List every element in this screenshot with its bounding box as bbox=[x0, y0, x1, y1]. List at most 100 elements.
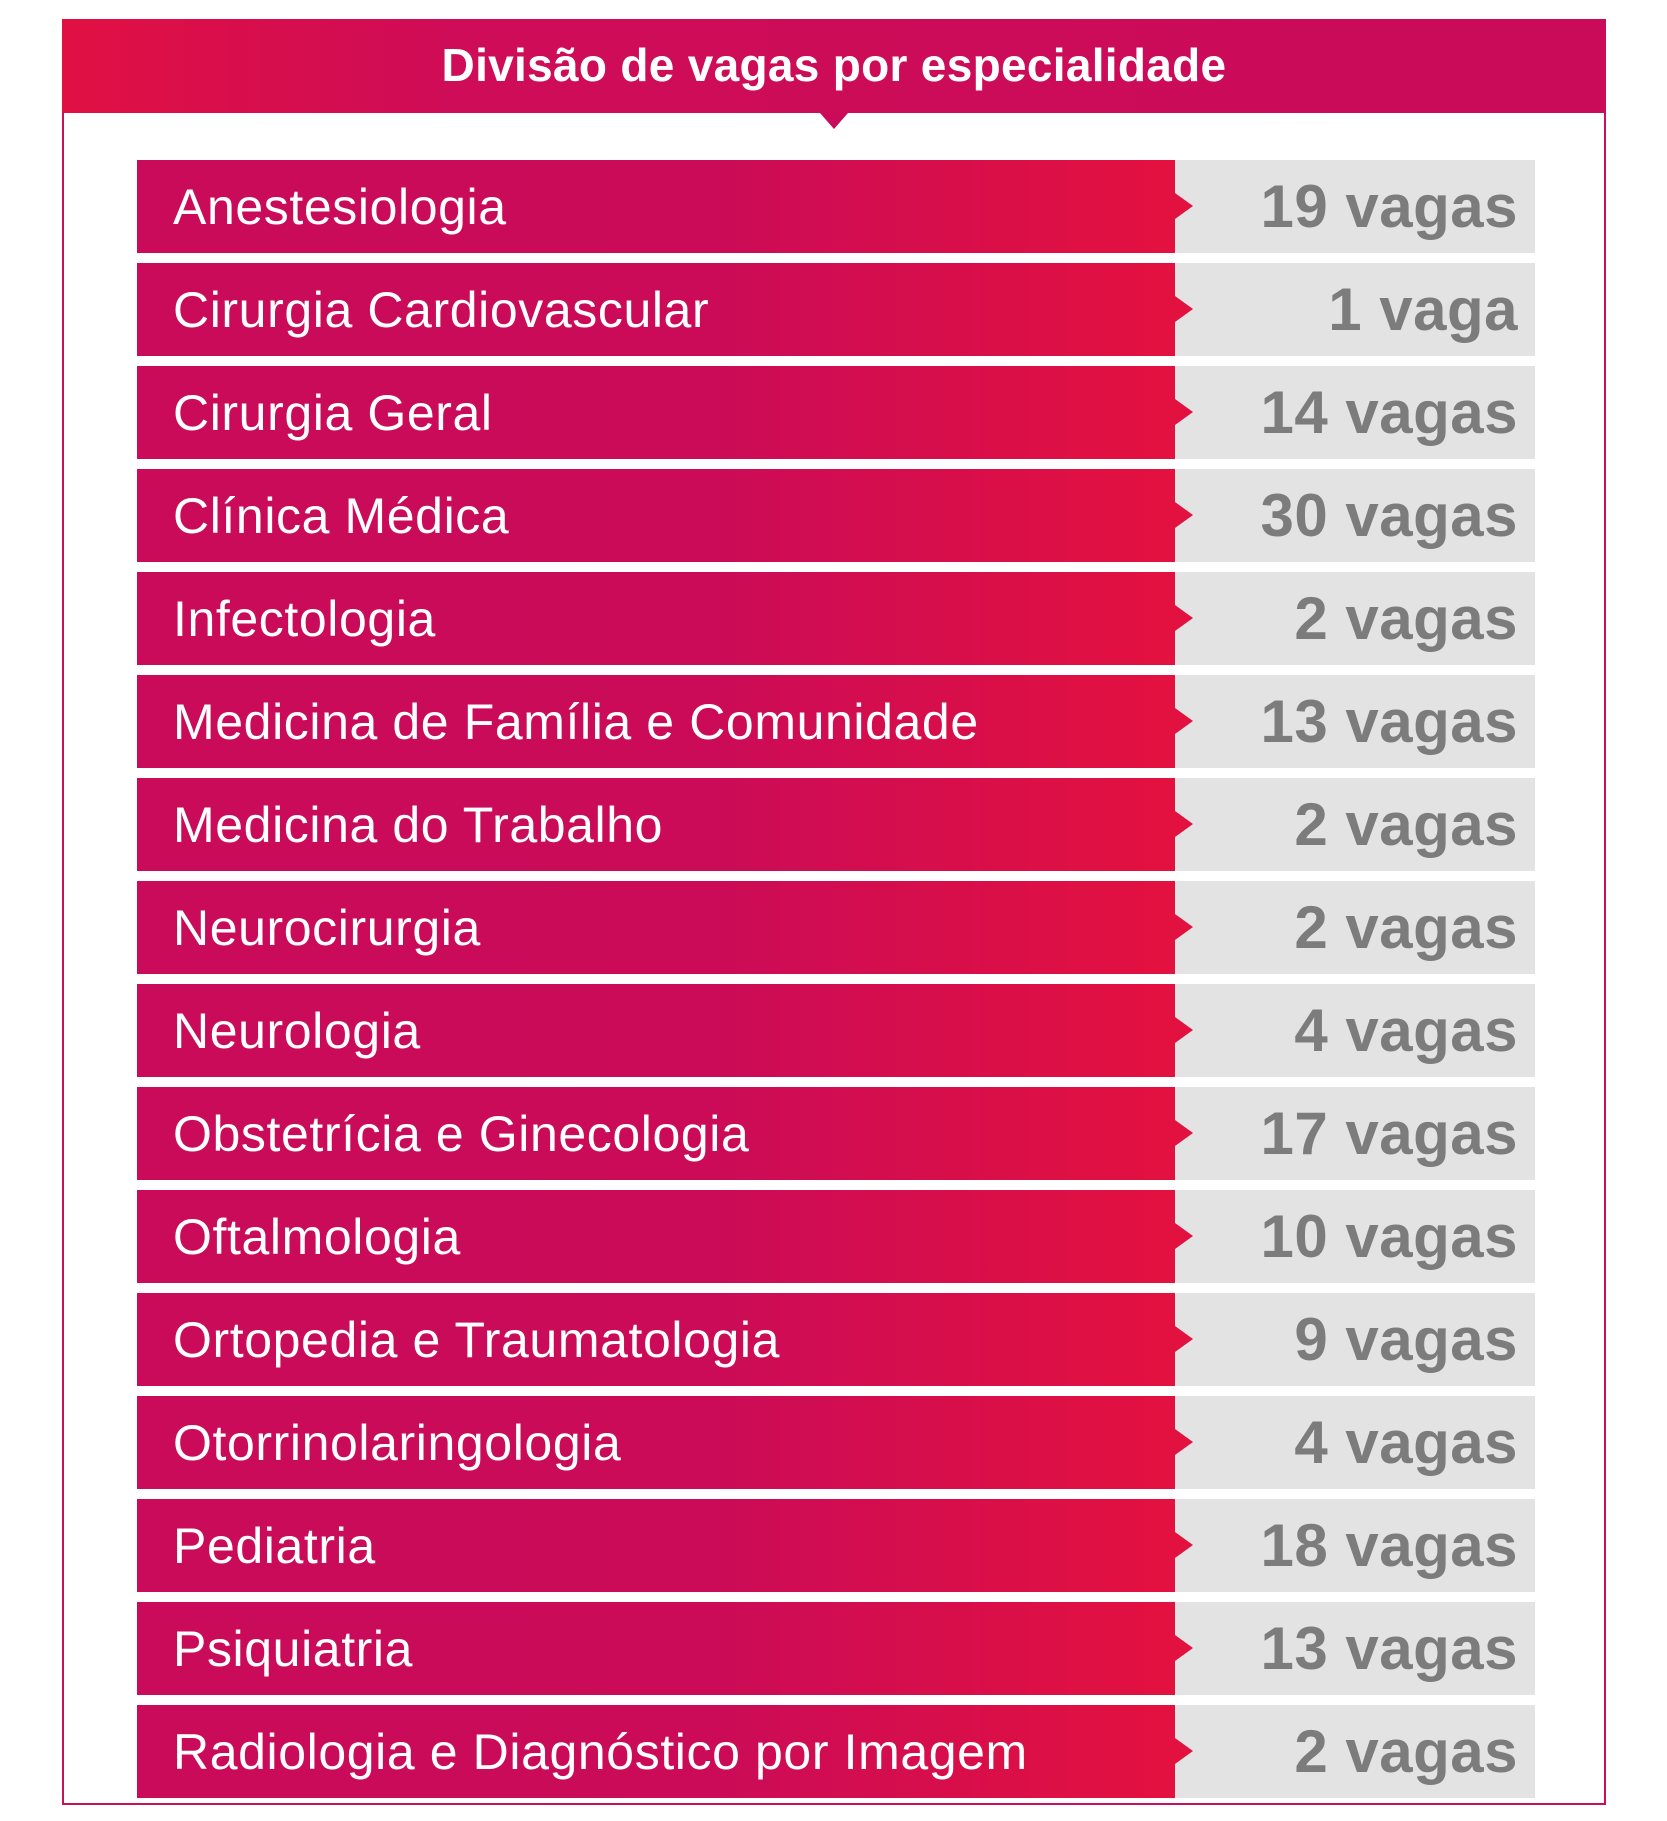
table-row: Medicina do Trabalho 2 vagas bbox=[137, 778, 1535, 871]
vacancy-count: 18 vagas bbox=[1260, 1512, 1518, 1579]
arrow-right-icon bbox=[1175, 914, 1193, 940]
vacancy-cell: 10 vagas bbox=[1175, 1190, 1535, 1283]
specialty-cell: Medicina de Família e Comunidade bbox=[137, 675, 1175, 768]
arrow-right-icon bbox=[1175, 399, 1193, 425]
arrow-right-icon bbox=[1175, 1532, 1193, 1558]
arrow-right-icon bbox=[1175, 1738, 1193, 1764]
table-row: Cirurgia Cardiovascular 1 vaga bbox=[137, 263, 1535, 356]
specialty-label: Medicina de Família e Comunidade bbox=[173, 693, 979, 750]
specialty-cell: Pediatria bbox=[137, 1499, 1175, 1592]
table-row: Cirurgia Geral 14 vagas bbox=[137, 366, 1535, 459]
specialty-label: Clínica Médica bbox=[173, 487, 510, 544]
specialty-cell: Cirurgia Cardiovascular bbox=[137, 263, 1175, 356]
vacancy-count: 13 vagas bbox=[1260, 1615, 1518, 1682]
arrow-right-icon bbox=[1175, 1223, 1193, 1249]
vacancy-cell: 17 vagas bbox=[1175, 1087, 1535, 1180]
specialty-cell: Clínica Médica bbox=[137, 469, 1175, 562]
page-title: Divisão de vagas por especialidade bbox=[441, 39, 1227, 91]
specialty-cell: Obstetrícia e Ginecologia bbox=[137, 1087, 1175, 1180]
vacancy-cell: 4 vagas bbox=[1175, 1396, 1535, 1489]
specialty-label: Oftalmologia bbox=[173, 1208, 461, 1265]
vacancy-cell: 2 vagas bbox=[1175, 881, 1535, 974]
specialty-label: Anestesiologia bbox=[173, 178, 507, 235]
vacancy-cell: 2 vagas bbox=[1175, 778, 1535, 871]
table-row: Clínica Médica 30 vagas bbox=[137, 469, 1535, 562]
arrow-right-icon bbox=[1175, 296, 1193, 322]
vacancy-count: 4 vagas bbox=[1294, 997, 1518, 1064]
table-header: Divisão de vagas por especialidade bbox=[62, 19, 1606, 113]
arrow-right-icon bbox=[1175, 605, 1193, 631]
vacancy-count: 14 vagas bbox=[1260, 379, 1518, 446]
specialty-label: Otorrinolaringologia bbox=[173, 1414, 622, 1471]
arrow-right-icon bbox=[1175, 1429, 1193, 1455]
specialty-cell: Oftalmologia bbox=[137, 1190, 1175, 1283]
vacancy-count: 19 vagas bbox=[1260, 173, 1518, 240]
specialty-list: Anestesiologia 19 vagas Cirurgia Cardiov… bbox=[137, 160, 1535, 1808]
table-row: Neurocirurgia 2 vagas bbox=[137, 881, 1535, 974]
table-row: Neurologia 4 vagas bbox=[137, 984, 1535, 1077]
header-pointer-icon bbox=[820, 113, 848, 129]
vacancy-cell: 14 vagas bbox=[1175, 366, 1535, 459]
specialty-label: Pediatria bbox=[173, 1517, 376, 1574]
vacancy-cell: 19 vagas bbox=[1175, 160, 1535, 253]
table-row: Pediatria 18 vagas bbox=[137, 1499, 1535, 1592]
table-row: Anestesiologia 19 vagas bbox=[137, 160, 1535, 253]
arrow-right-icon bbox=[1175, 1635, 1193, 1661]
specialty-label: Neurologia bbox=[173, 1002, 421, 1059]
arrow-right-icon bbox=[1175, 193, 1193, 219]
arrow-right-icon bbox=[1175, 1017, 1193, 1043]
table-row: Oftalmologia 10 vagas bbox=[137, 1190, 1535, 1283]
arrow-right-icon bbox=[1175, 811, 1193, 837]
vacancy-cell: 18 vagas bbox=[1175, 1499, 1535, 1592]
specialty-cell: Infectologia bbox=[137, 572, 1175, 665]
vacancy-count: 4 vagas bbox=[1294, 1409, 1518, 1476]
specialty-cell: Neurocirurgia bbox=[137, 881, 1175, 974]
vacancy-cell: 13 vagas bbox=[1175, 675, 1535, 768]
vacancy-cell: 1 vaga bbox=[1175, 263, 1535, 356]
specialty-label: Obstetrícia e Ginecologia bbox=[173, 1105, 750, 1162]
arrow-right-icon bbox=[1175, 1120, 1193, 1146]
vacancy-cell: 13 vagas bbox=[1175, 1602, 1535, 1695]
specialty-label: Infectologia bbox=[173, 590, 436, 647]
specialty-cell: Psiquiatria bbox=[137, 1602, 1175, 1695]
vacancy-count: 17 vagas bbox=[1260, 1100, 1518, 1167]
arrow-right-icon bbox=[1175, 1326, 1193, 1352]
vacancy-count: 1 vaga bbox=[1328, 276, 1518, 343]
vacancy-count: 10 vagas bbox=[1260, 1203, 1518, 1270]
vacancy-count: 2 vagas bbox=[1294, 1718, 1518, 1785]
specialty-cell: Radiologia e Diagnóstico por Imagem bbox=[137, 1705, 1175, 1798]
table-row: Infectologia 2 vagas bbox=[137, 572, 1535, 665]
specialty-cell: Ortopedia e Traumatologia bbox=[137, 1293, 1175, 1386]
vacancy-count: 30 vagas bbox=[1260, 482, 1518, 549]
arrow-right-icon bbox=[1175, 502, 1193, 528]
vacancy-cell: 2 vagas bbox=[1175, 1705, 1535, 1798]
vacancy-count: 2 vagas bbox=[1294, 585, 1518, 652]
table-row: Medicina de Família e Comunidade 13 vaga… bbox=[137, 675, 1535, 768]
table-row: Otorrinolaringologia 4 vagas bbox=[137, 1396, 1535, 1489]
table-row: Radiologia e Diagnóstico por Imagem 2 va… bbox=[137, 1705, 1535, 1798]
specialty-label: Neurocirurgia bbox=[173, 899, 481, 956]
specialty-label: Radiologia e Diagnóstico por Imagem bbox=[173, 1723, 1028, 1780]
specialty-label: Cirurgia Cardiovascular bbox=[173, 281, 710, 338]
specialty-label: Ortopedia e Traumatologia bbox=[173, 1311, 781, 1368]
vacancy-count: 2 vagas bbox=[1294, 894, 1518, 961]
specialty-label: Psiquiatria bbox=[173, 1620, 414, 1677]
vacancy-cell: 2 vagas bbox=[1175, 572, 1535, 665]
vacancy-count: 2 vagas bbox=[1294, 791, 1518, 858]
specialty-cell: Neurologia bbox=[137, 984, 1175, 1077]
specialty-cell: Otorrinolaringologia bbox=[137, 1396, 1175, 1489]
specialty-cell: Cirurgia Geral bbox=[137, 366, 1175, 459]
specialty-label: Medicina do Trabalho bbox=[173, 796, 664, 853]
vacancy-count: 9 vagas bbox=[1294, 1306, 1518, 1373]
table-row: Ortopedia e Traumatologia 9 vagas bbox=[137, 1293, 1535, 1386]
vacancy-cell: 30 vagas bbox=[1175, 469, 1535, 562]
vacancy-cell: 4 vagas bbox=[1175, 984, 1535, 1077]
vacancy-count: 13 vagas bbox=[1260, 688, 1518, 755]
table-row: Psiquiatria 13 vagas bbox=[137, 1602, 1535, 1695]
specialty-cell: Medicina do Trabalho bbox=[137, 778, 1175, 871]
arrow-right-icon bbox=[1175, 708, 1193, 734]
table-row: Obstetrícia e Ginecologia 17 vagas bbox=[137, 1087, 1535, 1180]
specialty-label: Cirurgia Geral bbox=[173, 384, 493, 441]
vacancy-cell: 9 vagas bbox=[1175, 1293, 1535, 1386]
specialty-cell: Anestesiologia bbox=[137, 160, 1175, 253]
